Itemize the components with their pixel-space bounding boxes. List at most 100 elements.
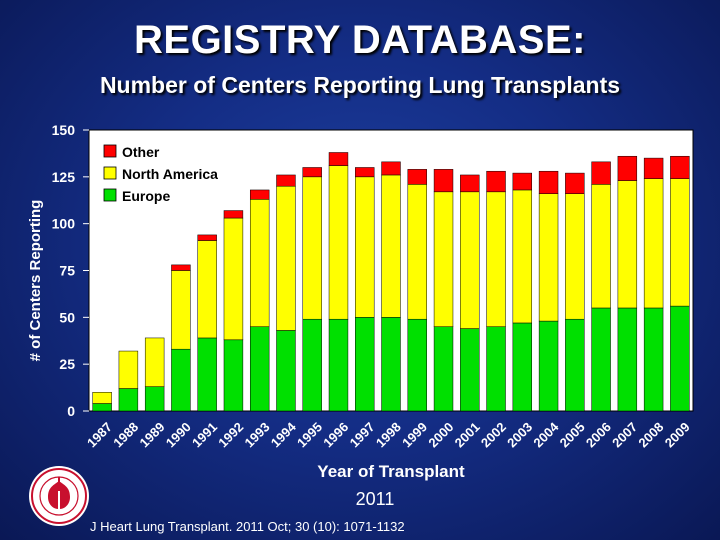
x-tick-label: 1992 [215, 419, 246, 450]
bar-north-america-2000 [433, 191, 454, 327]
legend-label-other: Other [122, 144, 160, 160]
x-tick-label: 2003 [504, 419, 535, 450]
x-tick-label: 1996 [320, 419, 351, 450]
bar-europe-2002 [486, 326, 506, 412]
x-tick-label: 2002 [478, 419, 509, 450]
bar-other-2000 [433, 169, 454, 193]
bar-europe-2009 [670, 305, 690, 412]
bar-north-america-2004 [538, 193, 559, 322]
bar-other-2008 [643, 157, 664, 179]
bar-other-1995 [302, 167, 322, 178]
bar-other-1998 [381, 161, 401, 176]
x-tick-label: 1990 [163, 419, 194, 450]
bar-other-2007 [617, 155, 638, 181]
legend-label-europe: Europe [122, 188, 170, 204]
bar-other-2005 [565, 172, 585, 194]
x-tick-label: 1995 [294, 419, 325, 450]
x-tick-label: 2001 [452, 419, 483, 450]
bar-europe-2007 [617, 307, 638, 412]
x-tick-label: 1997 [347, 419, 378, 450]
legend-swatch-other [103, 144, 117, 158]
bar-europe-2006 [591, 307, 611, 412]
legend-label-north-america: North America [122, 166, 218, 182]
bar-north-america-2005 [565, 193, 585, 320]
bar-other-2009 [670, 155, 690, 179]
bar-north-america-1995 [302, 176, 322, 320]
bar-other-2004 [538, 170, 559, 194]
page-subtitle: Number of Centers Reporting Lung Transpl… [99, 72, 621, 98]
bar-other-1993 [249, 189, 270, 200]
x-tick-label: 2004 [530, 419, 562, 451]
bar-europe-1988 [118, 388, 139, 412]
bar-north-america-1996 [328, 165, 349, 320]
bar-europe-1989 [144, 386, 165, 412]
legend-swatch-north-america [103, 166, 117, 180]
x-tick-label: 2008 [635, 419, 666, 450]
x-tick-label: 1994 [268, 419, 300, 451]
x-tick-label: 1993 [242, 419, 273, 450]
x-tick-label: 2009 [662, 419, 693, 450]
x-tick-label: 1987 [84, 419, 115, 450]
bar-north-america-2008 [643, 178, 664, 309]
bar-north-america-1993 [249, 199, 270, 327]
y-tick-label: 150 [52, 122, 76, 138]
citation: J Heart Lung Transplant. 2011 Oct; 30 (1… [90, 519, 405, 534]
bar-north-america-1998 [381, 174, 401, 318]
y-tick-label: 25 [59, 356, 75, 372]
x-tick-label: 1989 [136, 419, 167, 450]
x-tick-label: 2005 [557, 419, 588, 450]
bar-europe-1995 [302, 318, 322, 412]
bar-europe-1991 [197, 337, 217, 412]
ishlt-seal-icon [29, 466, 89, 526]
bar-other-1996 [328, 152, 349, 166]
bar-other-2003 [512, 172, 533, 191]
bar-north-america-1994 [276, 185, 296, 331]
bar-north-america-1990 [171, 270, 191, 350]
bar-europe-1999 [407, 318, 427, 412]
bar-other-1991 [197, 234, 217, 241]
bar-north-america-1992 [223, 217, 244, 341]
bar-north-america-2007 [617, 180, 638, 309]
bar-other-1992 [223, 210, 244, 219]
y-tick-label: 75 [59, 263, 75, 279]
bar-north-america-2002 [486, 191, 506, 327]
bar-north-america-1989 [144, 337, 165, 387]
report-year: 2011 [355, 489, 395, 509]
bar-europe-2000 [433, 326, 454, 412]
bar-europe-1997 [355, 317, 375, 412]
y-tick-label: 0 [67, 403, 75, 419]
bar-north-america-2003 [512, 189, 533, 324]
bar-other-2006 [591, 161, 611, 185]
bar-other-1990 [171, 264, 191, 271]
bar-other-1994 [276, 174, 296, 187]
bar-europe-1996 [328, 318, 349, 412]
bar-europe-2008 [643, 307, 664, 412]
bar-other-1997 [355, 167, 375, 178]
bar-europe-1993 [249, 326, 270, 412]
bar-north-america-1987 [92, 392, 112, 404]
bar-europe-1987 [92, 403, 112, 412]
bar-europe-2004 [538, 320, 559, 412]
y-tick-label: 50 [59, 309, 75, 325]
x-tick-label: 1999 [399, 419, 430, 450]
x-tick-label: 2006 [583, 419, 614, 450]
x-tick-label: 1988 [110, 419, 141, 450]
bar-europe-2001 [460, 328, 480, 412]
x-axis-label: Year of Transplant [317, 462, 465, 481]
x-tick-label: 1991 [189, 419, 220, 450]
bar-north-america-1988 [118, 350, 139, 389]
bar-europe-1990 [171, 348, 191, 412]
y-axis-label: # of Centers Reporting [27, 200, 44, 362]
bar-north-america-2006 [591, 184, 611, 309]
bar-north-america-1997 [355, 176, 375, 318]
bar-europe-2003 [512, 322, 533, 412]
legend-swatch-europe [103, 188, 117, 202]
bar-north-america-2001 [460, 191, 480, 329]
x-tick-label: 1998 [373, 419, 404, 450]
bar-other-2001 [460, 174, 480, 193]
x-tick-label: 2000 [425, 419, 456, 450]
x-tick-label: 2007 [609, 419, 640, 450]
bar-north-america-1991 [197, 240, 217, 339]
y-tick-label: 100 [52, 216, 76, 232]
